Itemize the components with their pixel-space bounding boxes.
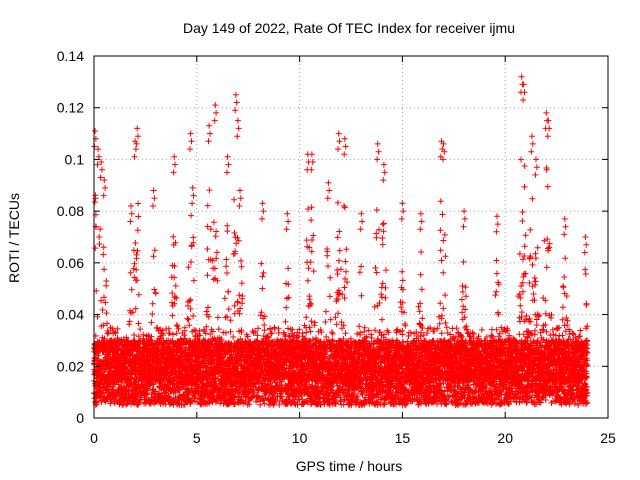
roti-markers bbox=[91, 73, 591, 408]
y-tick-label: 0.08 bbox=[57, 203, 84, 219]
y-tick-label: 0.02 bbox=[57, 358, 84, 374]
y-tick-label: 0 bbox=[76, 410, 84, 426]
plot-border bbox=[93, 55, 609, 419]
x-tick-label: 15 bbox=[395, 430, 411, 446]
y-tick-label: 0.06 bbox=[57, 255, 84, 271]
tick-labels: 0 0.02 0.04 0.06 0.08 0.1 0.12 0.14 0 5 10 15 20 25 bbox=[57, 48, 616, 446]
x-axis-label: GPS time / hours bbox=[296, 458, 403, 474]
x-tick-label: 10 bbox=[292, 430, 308, 446]
y-tick-label: 0.12 bbox=[57, 100, 84, 116]
x-tick-label: 5 bbox=[193, 430, 201, 446]
chart-title: Day 149 of 2022, Rate Of TEC Index for r… bbox=[183, 20, 515, 36]
x-tick-label: 25 bbox=[600, 430, 616, 446]
data-points bbox=[91, 73, 591, 408]
x-tick-label: 20 bbox=[497, 430, 513, 446]
y-axis-label: ROTI / TECUs bbox=[6, 193, 22, 283]
plot-axes bbox=[93, 55, 609, 419]
y-tick-label: 0.1 bbox=[65, 151, 85, 167]
x-tick-label: 0 bbox=[90, 430, 98, 446]
y-tick-label: 0.04 bbox=[57, 307, 84, 323]
y-tick-label: 0.14 bbox=[57, 48, 84, 64]
